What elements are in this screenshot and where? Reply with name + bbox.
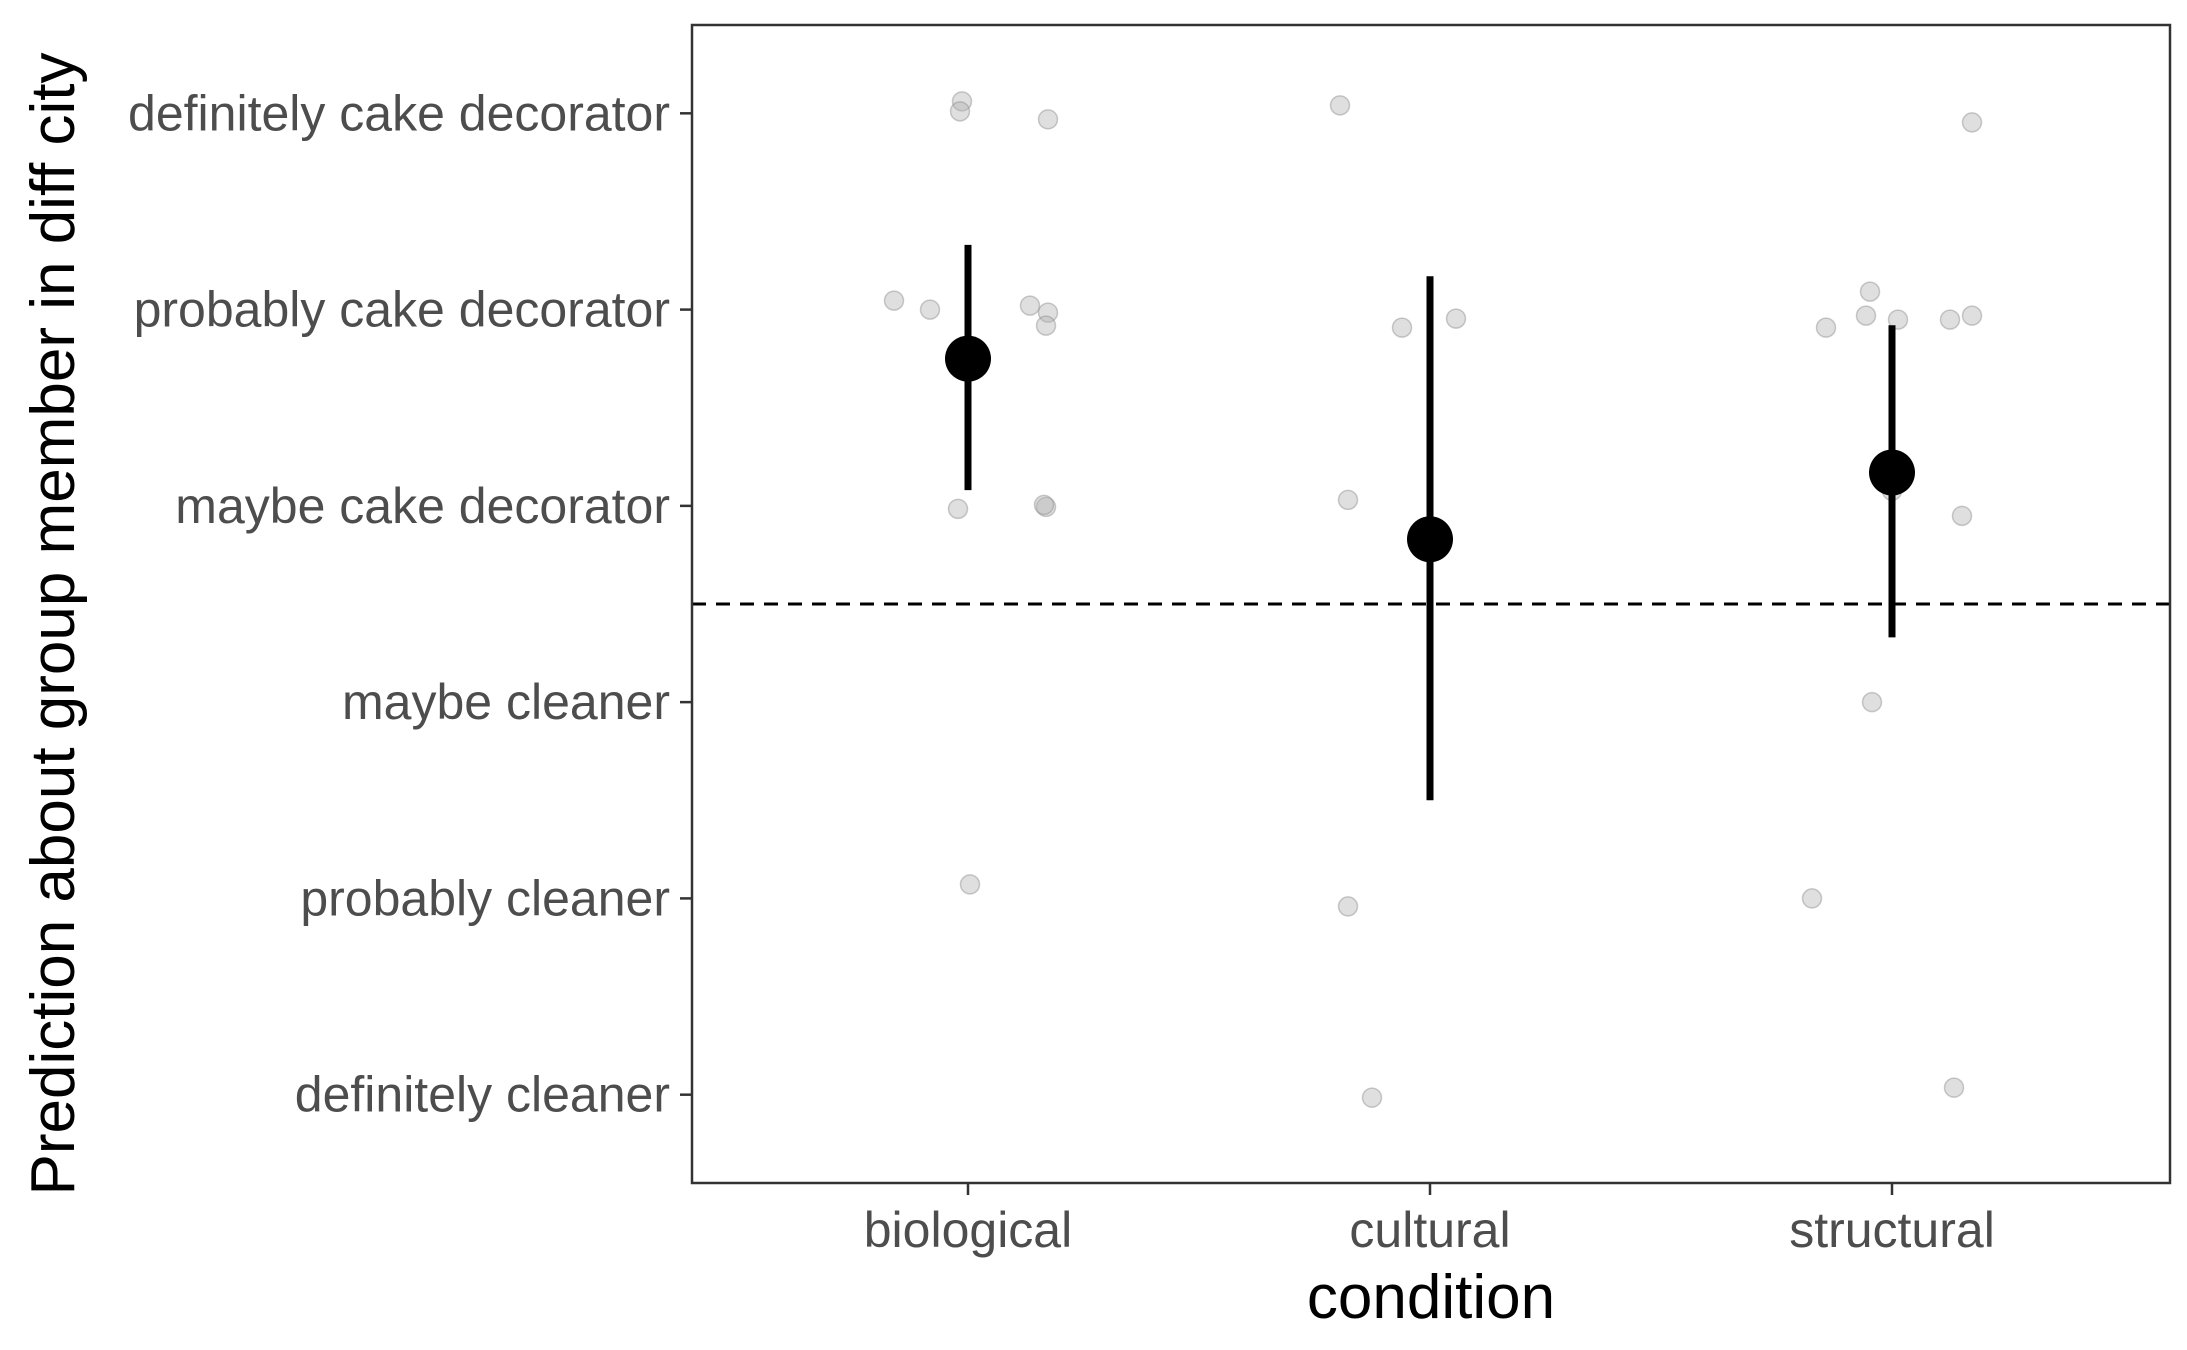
raw-response-point [1961, 112, 1983, 133]
raw-response-point [1815, 317, 1837, 338]
raw-response-point [947, 498, 969, 520]
y-tick-label: definitely cake decorator [128, 85, 670, 141]
raw-response-point [1019, 295, 1041, 316]
x-axis-title: condition [1307, 1263, 1555, 1332]
raw-response-point [1939, 309, 1961, 330]
raw-response-point [1391, 317, 1413, 338]
raw-response-point [1035, 315, 1057, 336]
y-tick-label: probably cleaner [300, 870, 670, 926]
y-tick-label: probably cake decorator [134, 282, 670, 338]
y-tick-label: maybe cake decorator [175, 478, 670, 534]
raw-response-point [1445, 308, 1467, 329]
mean-point-structural [1869, 449, 1915, 496]
raw-response-point [1859, 281, 1881, 302]
y-axis: definitely cleaner probably cleaner maybe … [128, 85, 692, 1123]
raw-response-point [1033, 494, 1055, 516]
raw-response-point [1329, 95, 1351, 116]
raw-response-point [1035, 496, 1057, 518]
raw-response-point [1887, 309, 1909, 330]
raw-response-point [1801, 888, 1823, 909]
raw-response-point [1037, 302, 1059, 323]
y-axis-title: Prediction about group member in diff ci… [19, 52, 88, 1195]
x-tick-label: biological [864, 1202, 1072, 1258]
raw-response-point [1037, 109, 1059, 130]
summary-layer [945, 244, 1915, 801]
x-tick-label: structural [1789, 1202, 1995, 1258]
raw-response-point [1337, 896, 1359, 917]
raw-response-point [883, 290, 905, 311]
raw-response-point [1861, 691, 1883, 713]
raw-response-point [919, 299, 941, 320]
mean-point-cultural [1407, 516, 1453, 563]
raw-response-point [1943, 1077, 1965, 1098]
raw-response-point [1337, 489, 1359, 511]
raw-response-point [959, 874, 981, 895]
mean-point-biological [945, 335, 991, 382]
y-tick-label: maybe cleaner [342, 674, 670, 730]
x-tick-label: cultural [1349, 1202, 1510, 1258]
y-tick-label: definitely cleaner [295, 1067, 670, 1123]
raw-response-point [1361, 1087, 1383, 1108]
raw-response-point [949, 101, 971, 122]
x-axis: biological cultural structural [864, 1183, 1995, 1258]
raw-response-point [1951, 505, 1973, 527]
raw-points-layer [883, 91, 1983, 1108]
raw-response-point [1961, 305, 1983, 326]
raw-response-point [1855, 305, 1877, 326]
raw-response-point [951, 91, 973, 112]
